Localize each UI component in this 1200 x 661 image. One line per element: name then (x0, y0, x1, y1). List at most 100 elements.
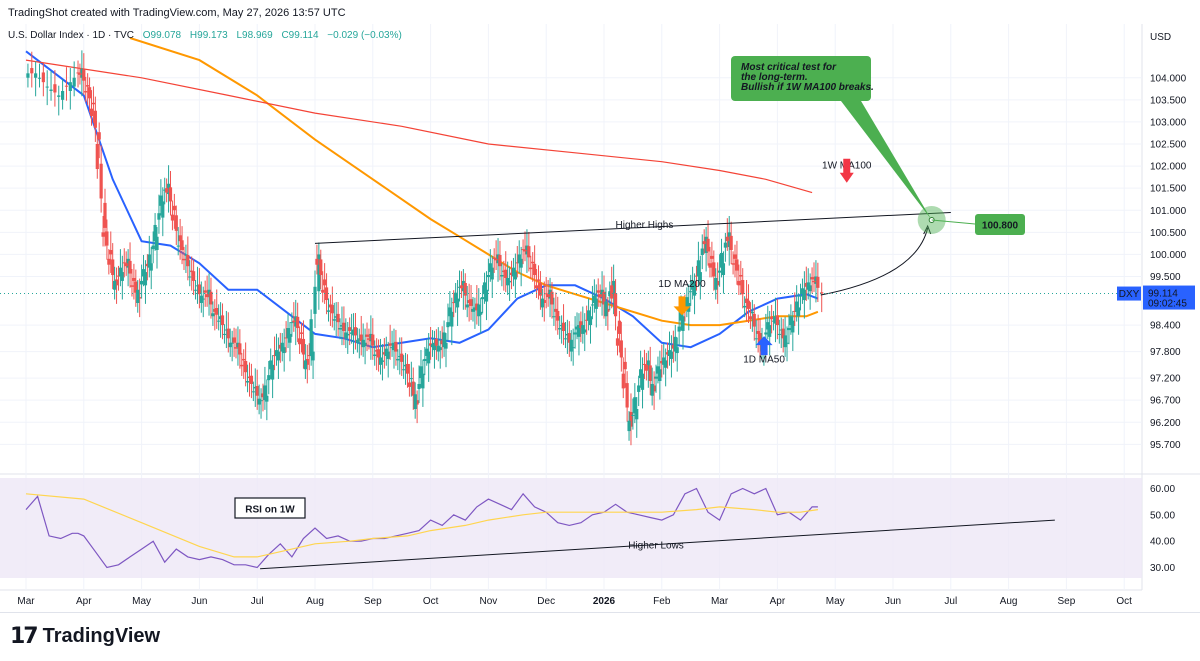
candle-body[interactable] (263, 385, 267, 401)
candle-body[interactable] (706, 238, 710, 252)
candle-body[interactable] (577, 325, 581, 337)
candle-body[interactable] (600, 289, 604, 298)
candle-body[interactable] (303, 360, 307, 370)
candle-body[interactable] (770, 316, 774, 320)
candle-body[interactable] (363, 342, 367, 346)
candle-body[interactable] (357, 338, 361, 340)
candle-body[interactable] (116, 275, 121, 277)
candle-body[interactable] (571, 347, 575, 349)
candle-body[interactable] (184, 254, 188, 256)
candle-body[interactable] (746, 300, 751, 309)
candle-body[interactable] (617, 320, 622, 334)
candle-body[interactable] (446, 322, 450, 328)
candle-body[interactable] (105, 231, 109, 246)
candle-body[interactable] (159, 195, 163, 206)
candle-body[interactable] (288, 333, 292, 343)
candle-body[interactable] (89, 108, 94, 117)
candle-body[interactable] (166, 183, 171, 195)
candle-body[interactable] (122, 262, 126, 264)
candle-body[interactable] (141, 269, 146, 277)
callout-box[interactable] (731, 56, 871, 101)
candle-body[interactable] (207, 289, 211, 298)
candle-body[interactable] (494, 258, 498, 261)
candle-body[interactable] (211, 313, 215, 317)
candle-body[interactable] (538, 282, 543, 296)
candle-body[interactable] (376, 349, 381, 358)
candle-body[interactable] (367, 338, 371, 340)
candle-body[interactable] (64, 85, 69, 87)
candle-body[interactable] (430, 344, 435, 348)
candle-body[interactable] (209, 291, 213, 305)
candle-body[interactable] (534, 285, 539, 289)
candle-body[interactable] (623, 361, 627, 370)
candle-body[interactable] (247, 376, 252, 379)
candle-body[interactable] (388, 343, 392, 346)
candle-body[interactable] (132, 277, 136, 281)
candle-body[interactable] (816, 276, 820, 288)
candle-body[interactable] (521, 249, 525, 251)
candle-body[interactable] (579, 321, 583, 329)
candle-body[interactable] (163, 189, 167, 191)
last-price-tag[interactable] (1143, 285, 1195, 310)
candle-body[interactable] (533, 263, 537, 276)
candle-body[interactable] (136, 289, 140, 303)
candle-body[interactable] (677, 326, 681, 332)
candle-body[interactable] (324, 287, 329, 301)
candle-body[interactable] (197, 284, 201, 295)
candle-body[interactable] (80, 68, 84, 78)
candle-body[interactable] (425, 348, 429, 356)
candle-body[interactable] (506, 277, 510, 286)
candle-body[interactable] (124, 263, 128, 267)
candle-body[interactable] (411, 381, 415, 396)
candle-body[interactable] (457, 286, 462, 288)
candle-body[interactable] (361, 339, 365, 348)
candle-body[interactable] (76, 72, 80, 74)
candle-body[interactable] (764, 332, 768, 335)
candle-body[interactable] (820, 292, 824, 294)
candle-body[interactable] (222, 333, 227, 335)
candle-body[interactable] (330, 305, 334, 314)
candle-body[interactable] (796, 307, 801, 317)
candle-body[interactable] (461, 280, 465, 292)
candle-body[interactable] (648, 365, 652, 382)
candle-body[interactable] (205, 294, 209, 298)
candle-body[interactable] (321, 289, 325, 293)
candle-body[interactable] (517, 254, 521, 264)
candle-body[interactable] (103, 202, 107, 228)
candle-body[interactable] (644, 364, 648, 371)
candle-body[interactable] (660, 361, 664, 364)
candle-body[interactable] (415, 400, 419, 405)
candle-body[interactable] (238, 343, 242, 355)
candle-body[interactable] (602, 291, 606, 305)
candle-body[interactable] (421, 373, 425, 389)
candle-body[interactable] (573, 332, 577, 335)
candle-body[interactable] (606, 308, 610, 312)
candle-body[interactable] (575, 326, 579, 330)
candle-body[interactable] (592, 295, 596, 303)
candle-body[interactable] (130, 285, 134, 287)
candle-body[interactable] (113, 280, 117, 290)
candle-body[interactable] (405, 363, 410, 374)
candle-body[interactable] (351, 329, 356, 336)
candle-body[interactable] (84, 91, 88, 93)
candle-body[interactable] (249, 375, 254, 384)
candle-body[interactable] (203, 290, 207, 293)
candle-body[interactable] (305, 358, 309, 365)
candle-body[interactable] (791, 320, 795, 333)
candle-body[interactable] (369, 333, 373, 342)
candle-body[interactable] (675, 347, 679, 354)
candle-body[interactable] (147, 254, 151, 268)
candle-body[interactable] (795, 301, 799, 312)
candle-body[interactable] (448, 307, 452, 317)
candle-body[interactable] (712, 262, 716, 277)
candle-body[interactable] (157, 213, 161, 220)
candle-body[interactable] (531, 261, 535, 264)
candle-body[interactable] (342, 322, 346, 331)
candle-body[interactable] (165, 188, 169, 193)
candle-body[interactable] (800, 288, 805, 295)
candle-body[interactable] (523, 250, 527, 252)
candle-body[interactable] (336, 313, 340, 323)
candle-body[interactable] (432, 342, 437, 351)
candle-body[interactable] (149, 263, 153, 271)
